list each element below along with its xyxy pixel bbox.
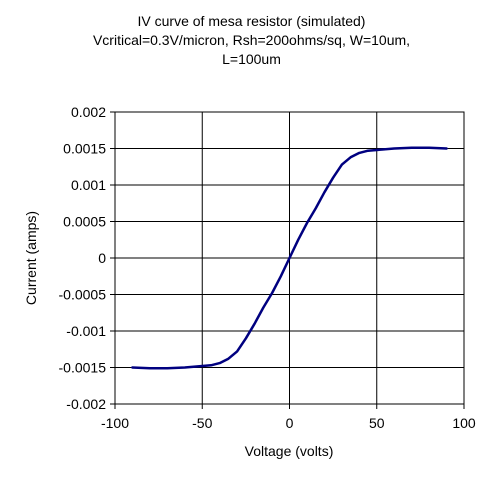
iv-data-point — [323, 191, 326, 194]
iv-data-point — [288, 257, 291, 259]
iv-data-point — [445, 147, 448, 150]
iv-data-point — [262, 306, 265, 309]
y-tick-label: -0.001 — [66, 323, 106, 339]
y-tick-label: 0.002 — [71, 104, 106, 120]
iv-data-point — [306, 222, 308, 224]
iv-data-point — [341, 163, 343, 166]
x-tick-label: 100 — [452, 415, 476, 431]
iv-data-point — [236, 350, 238, 353]
y-tick-label: -0.002 — [66, 396, 106, 412]
iv-data-point — [253, 322, 256, 325]
chart-title-line-3: L=100um — [222, 51, 281, 67]
iv-data-point — [375, 149, 378, 151]
y-axis-label: Current (amps) — [23, 211, 39, 305]
y-tick-label: 0.001 — [71, 177, 106, 193]
iv-data-point — [297, 238, 300, 241]
iv-data-point — [314, 207, 317, 210]
series-group — [131, 146, 448, 370]
iv-data-point — [227, 357, 230, 360]
y-tick-label: 0.0015 — [63, 141, 106, 157]
iv-data-point — [166, 367, 169, 370]
iv-data-point — [271, 292, 273, 294]
y-tick-label: 0 — [98, 250, 106, 266]
iv-data-point — [393, 147, 396, 150]
x-tick-label: -50 — [192, 415, 212, 431]
x-tick-label: 50 — [369, 415, 385, 431]
iv-data-point — [201, 365, 204, 367]
chart-title-line-2: Vcritical=0.3V/micron, Rsh=200ohms/sq, W… — [92, 32, 411, 48]
iv-data-point — [410, 146, 413, 149]
iv-data-point — [131, 366, 134, 369]
iv-data-point — [367, 149, 369, 152]
y-tick-labels: 0.002 0.0015 0.001 0.0005 0 -0.0005 -0.001 -0.0… — [59, 104, 107, 412]
x-axis-label: Voltage (volts) — [245, 443, 334, 459]
iv-data-point — [245, 337, 247, 340]
x-tick-label: 0 — [286, 415, 294, 431]
iv-data-point — [218, 362, 221, 364]
iv-data-point — [210, 364, 212, 367]
y-tick-label: 0.0005 — [63, 214, 106, 230]
iv-data-point — [279, 275, 282, 278]
iv-data-point — [428, 146, 430, 149]
iv-data-point — [184, 366, 186, 369]
x-tick-labels: -100 -50 0 50 100 — [101, 415, 476, 431]
iv-data-point — [149, 367, 151, 370]
chart-title-line-1: IV curve of mesa resistor (simulated) — [137, 13, 366, 29]
iv-data-point — [358, 152, 361, 154]
y-tick-label: -0.0005 — [59, 287, 107, 303]
x-tick-label: -100 — [101, 415, 129, 431]
y-tick-label: -0.0015 — [59, 360, 107, 376]
iv-data-point — [332, 176, 334, 179]
iv-data-point — [349, 156, 352, 159]
